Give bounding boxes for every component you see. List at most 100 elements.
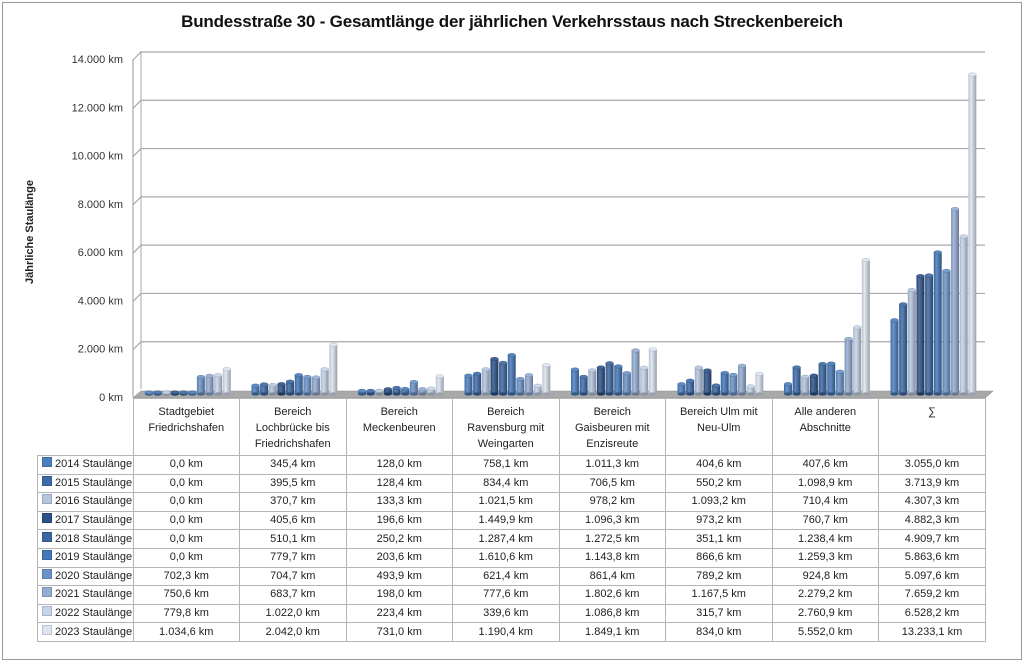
- bar-top: [614, 364, 623, 369]
- bar: [329, 342, 338, 396]
- bar-top: [720, 371, 729, 376]
- y-tick-label: 14.000 km: [72, 54, 123, 66]
- bar-body: [720, 373, 729, 394]
- bar-base: [818, 392, 827, 396]
- bar-top: [711, 383, 721, 388]
- bar: [277, 382, 286, 396]
- bar: [835, 369, 845, 396]
- gridline: [132, 196, 985, 206]
- legend-swatch: [42, 550, 52, 561]
- bar-base: [951, 392, 960, 396]
- bar: [259, 382, 269, 396]
- bar-base: [622, 392, 631, 396]
- data-label: 370,7 km: [239, 492, 347, 512]
- bar: [844, 336, 853, 396]
- bar-body: [294, 375, 303, 394]
- bar-body: [809, 375, 818, 394]
- bar-top: [898, 302, 908, 307]
- bar-base: [694, 392, 703, 396]
- table-row: 2023 Staulänge 1.034,6 km 2.042,0 km 731,0 …: [37, 622, 986, 642]
- legend-swatch: [42, 494, 52, 505]
- bar: [809, 373, 819, 396]
- data-label: 731,0 km: [345, 622, 453, 642]
- data-label: 710,4 km: [771, 492, 879, 512]
- bar-top: [205, 373, 214, 378]
- bar-base: [268, 392, 277, 396]
- bar-base: [205, 392, 214, 396]
- bar-base: [358, 392, 366, 396]
- bar-base: [499, 392, 508, 396]
- bar: [303, 374, 312, 396]
- bar: [631, 348, 640, 396]
- bar-body: [648, 349, 657, 394]
- bar: [188, 390, 197, 396]
- bar: [861, 257, 871, 396]
- bar-top: [605, 361, 614, 366]
- bar-base: [320, 392, 329, 396]
- bar-body: [435, 376, 444, 394]
- legend-label: 2016 Staulänge: [55, 495, 133, 508]
- bar-body: [605, 363, 614, 394]
- data-label: 4.909,7 km: [878, 529, 986, 549]
- bar-body: [712, 385, 721, 394]
- data-label: 779,8 km: [132, 603, 240, 624]
- bar-body: [738, 365, 747, 394]
- data-label: 978,2 km: [558, 492, 666, 512]
- bar-body: [729, 374, 738, 394]
- bar-body: [260, 384, 269, 394]
- legend-swatch: [42, 606, 52, 617]
- bar-base: [435, 392, 444, 396]
- bar-base: [738, 392, 747, 396]
- bar-base: [648, 392, 657, 396]
- bar-group: [144, 367, 232, 396]
- data-label: 702,3 km: [132, 566, 240, 587]
- x-tick-label: ∑: [878, 398, 986, 456]
- bar-top: [916, 274, 925, 279]
- bar: [144, 390, 154, 396]
- data-label: 2.042,0 km: [239, 622, 347, 642]
- gridline: [132, 147, 985, 157]
- bar: [213, 373, 223, 396]
- bar-top: [746, 384, 755, 389]
- bar-body: [329, 344, 338, 394]
- bar-base: [968, 392, 977, 396]
- table-row: 2021 Staulänge 750,6 km 683,7 km 198,0 km 77…: [37, 585, 986, 605]
- bar-top: [737, 363, 747, 368]
- data-label: 0,0 km: [132, 547, 240, 568]
- bar: [711, 383, 721, 396]
- bar-top: [213, 373, 223, 378]
- bar-top: [153, 390, 162, 395]
- bar-base: [899, 392, 908, 396]
- y-tick-label: 6.000 km: [78, 247, 123, 259]
- bar: [366, 388, 375, 396]
- data-label: 758,1 km: [452, 455, 560, 475]
- bar-base: [286, 392, 295, 396]
- x-tick-label: Bereich Ulm mit Neu-Ulm: [665, 398, 773, 456]
- bar-body: [631, 350, 640, 394]
- gridline: [132, 99, 985, 109]
- legend-label: 2017 Staulänge: [55, 514, 133, 527]
- data-label: 1.022,0 km: [239, 603, 347, 624]
- legend-label: 2014 Staulänge: [55, 458, 133, 471]
- legend-swatch: [42, 457, 52, 468]
- bar-base: [729, 392, 738, 396]
- bar: [162, 390, 171, 396]
- bar: [818, 362, 827, 396]
- bar-body: [320, 369, 329, 394]
- data-label: 777,6 km: [452, 585, 560, 605]
- bar: [907, 288, 916, 396]
- data-label: 1.849,1 km: [558, 622, 666, 642]
- x-tick-label: Bereich Ravensburg mit Weingarten: [452, 398, 560, 456]
- legend-entry: 2021 Staulänge: [37, 585, 134, 605]
- bar-body: [571, 369, 579, 394]
- data-label: 7.659,2 km: [878, 585, 986, 605]
- data-label: 0,0 km: [132, 455, 240, 475]
- bar-top: [320, 367, 329, 372]
- bar: [622, 371, 632, 396]
- data-label: 834,4 km: [452, 473, 560, 494]
- legend-swatch: [42, 513, 52, 524]
- chart-title: Bundesstraße 30 - Gesamtlänge der jährli…: [181, 12, 843, 31]
- bar-base: [712, 392, 721, 396]
- data-label: 750,6 km: [132, 585, 240, 605]
- data-label: 1.238,4 km: [771, 529, 879, 549]
